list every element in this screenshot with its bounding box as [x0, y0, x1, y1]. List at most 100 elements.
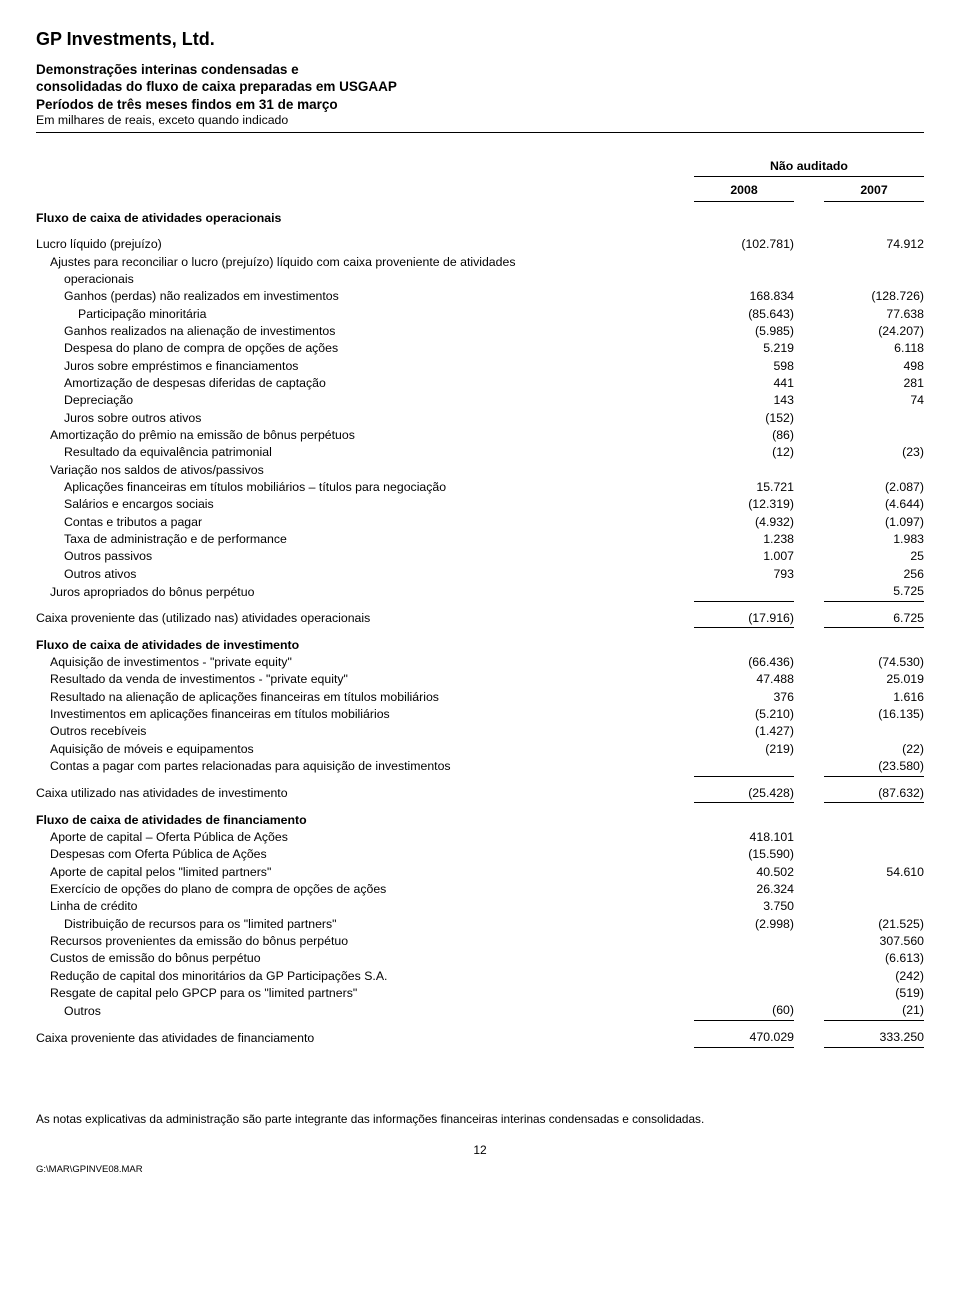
- rows_inv-v1: [694, 758, 794, 776]
- inv-total-row: Caixa utilizado nas atividades de invest…: [36, 785, 924, 803]
- rows_op-label: Aplicações financeiras em títulos mobili…: [36, 479, 694, 496]
- rows_fin-v2: 307.560: [824, 933, 924, 950]
- table-row: Lucro líquido (prejuízo)(102.781)74.912: [36, 237, 924, 254]
- rows_inv-label: Contas a pagar com partes relacionadas p…: [36, 758, 694, 776]
- rows_fin-v2: (21): [824, 1002, 924, 1020]
- rows_fin-v1: (15.590): [694, 846, 794, 863]
- rows_op-v2: (24.207): [824, 323, 924, 340]
- rows_inv-v1: (66.436): [694, 654, 794, 671]
- rows_op-v2: 77.638: [824, 306, 924, 323]
- rows_inv-v2: 1.616: [824, 689, 924, 706]
- rows_inv-v2: [824, 724, 924, 741]
- table-row: Juros sobre outros ativos(152): [36, 410, 924, 427]
- footnote: As notas explicativas da administração s…: [36, 1112, 924, 1127]
- rows_op-v2: (2.087): [824, 479, 924, 496]
- table-row: Outros(60)(21): [36, 1002, 924, 1020]
- rows_op-v1: (4.932): [694, 514, 794, 531]
- table-row: Aplicações financeiras em títulos mobili…: [36, 479, 924, 496]
- table-row: Juros apropriados do bônus perpétuo5.725: [36, 583, 924, 601]
- inv-total-2008: (25.428): [694, 785, 794, 803]
- rows_op-v1: [694, 583, 794, 601]
- title-line-2: consolidadas do fluxo de caixa preparada…: [36, 78, 924, 95]
- rows_fin-label: Aporte de capital – Oferta Pública de Aç…: [36, 829, 694, 846]
- year-header-row: 2008 2007: [36, 182, 924, 201]
- table-row: Ganhos realizados na alienação de invest…: [36, 323, 924, 340]
- rows_fin-v1: [694, 968, 794, 985]
- rows_inv-v1: (5.210): [694, 706, 794, 723]
- rows_fin-label: Distribuição de recursos para os "limite…: [36, 916, 694, 933]
- op-heading: Fluxo de caixa de atividades operacionai…: [36, 210, 694, 227]
- rows_fin-v2: [824, 829, 924, 846]
- table-row: Recursos provenientes da emissão do bônu…: [36, 933, 924, 950]
- table-row: Contas e tributos a pagar(4.932)(1.097): [36, 514, 924, 531]
- rows_op-label: Resultado da equivalência patrimonial: [36, 445, 694, 462]
- rows_inv-v2: (23.580): [824, 758, 924, 776]
- rows_op-v2: 74: [824, 393, 924, 410]
- title-line-1: Demonstrações interinas condensadas e: [36, 61, 924, 78]
- rows_fin-label: Linha de crédito: [36, 898, 694, 915]
- table-row: Aquisição de móveis e equipamentos(219)(…: [36, 741, 924, 758]
- rows_fin-v2: 54.610: [824, 864, 924, 881]
- rows_op-label: Lucro líquido (prejuízo): [36, 237, 694, 254]
- rows_op-v2: 1.983: [824, 531, 924, 548]
- rows_op-v1: (5.985): [694, 323, 794, 340]
- rows_fin-v1: [694, 933, 794, 950]
- table-row: Outros ativos793256: [36, 566, 924, 583]
- table-row: Salários e encargos sociais(12.319)(4.64…: [36, 497, 924, 514]
- rows_op-v1: 143: [694, 393, 794, 410]
- rows_op-v2: 256: [824, 566, 924, 583]
- rows_fin-v1: [694, 985, 794, 1002]
- rows_op-v2: 6.118: [824, 341, 924, 358]
- table-row: Contas a pagar com partes relacionadas p…: [36, 758, 924, 776]
- table-row: Outros recebíveis(1.427): [36, 724, 924, 741]
- table-row: Depreciação143 74: [36, 393, 924, 410]
- rows_fin-v2: (21.525): [824, 916, 924, 933]
- table-row: Distribuição de recursos para os "limite…: [36, 916, 924, 933]
- header-rule: [36, 132, 924, 133]
- rows_fin-v2: (6.613): [824, 950, 924, 967]
- page-number: 12: [36, 1143, 924, 1158]
- table-row: Linha de crédito3.750: [36, 898, 924, 915]
- rows_fin-v1: 26.324: [694, 881, 794, 898]
- file-path: G:\MAR\GPINVE08.MAR: [36, 1164, 924, 1176]
- fin-total-row: Caixa proveniente das atividades de fina…: [36, 1029, 924, 1047]
- rows_fin-v1: (60): [694, 1002, 794, 1020]
- rows_inv-v2: 25.019: [824, 672, 924, 689]
- rows_fin-v2: [824, 898, 924, 915]
- rows_op-v1: (85.643): [694, 306, 794, 323]
- rows_op-v1: 5.219: [694, 341, 794, 358]
- rows_op-v2: (4.644): [824, 497, 924, 514]
- fin-total-2008: 470.029: [694, 1029, 794, 1047]
- rows_op-v2: 498: [824, 358, 924, 375]
- cashflow-table: 2008 2007 Fluxo de caixa de atividades o…: [36, 177, 924, 1047]
- table-row: Aquisição de investimentos - "private eq…: [36, 654, 924, 671]
- table-row: Ajustes para reconciliar o lucro (prejuí…: [36, 254, 924, 271]
- op-total-row: Caixa proveniente das (utilizado nas) at…: [36, 610, 924, 628]
- year-2007: 2007: [824, 182, 924, 201]
- rows_op-v2: 281: [824, 375, 924, 392]
- rows_inv-v2: (74.530): [824, 654, 924, 671]
- rows_inv-v2: (22): [824, 741, 924, 758]
- rows_op-label: Variação nos saldos de ativos/passivos: [36, 462, 694, 479]
- rows_op-label: Amortização do prêmio na emissão de bônu…: [36, 427, 694, 444]
- rows_fin-label: Exercício de opções do plano de compra d…: [36, 881, 694, 898]
- rows_inv-label: Aquisição de móveis e equipamentos: [36, 741, 694, 758]
- rows_inv-label: Outros recebíveis: [36, 724, 694, 741]
- rows_op-label: Amortização de despesas diferidas de cap…: [36, 375, 694, 392]
- rows_op-v2: (23): [824, 445, 924, 462]
- rows_op-v1: (12.319): [694, 497, 794, 514]
- rows_op-v1: 168.834: [694, 289, 794, 306]
- table-row: Variação nos saldos de ativos/passivos: [36, 462, 924, 479]
- rows_inv-v1: (1.427): [694, 724, 794, 741]
- inv-total-label: Caixa utilizado nas atividades de invest…: [36, 785, 694, 803]
- table-row: Amortização do prêmio na emissão de bônu…: [36, 427, 924, 444]
- table-row: Resultado da equivalência patrimonial(12…: [36, 445, 924, 462]
- table-row: Participação minoritária(85.643)77.638: [36, 306, 924, 323]
- inv-heading: Fluxo de caixa de atividades de investim…: [36, 637, 694, 654]
- rows_op-label: Despesa do plano de compra de opções de …: [36, 341, 694, 358]
- rows_op-label: Depreciação: [36, 393, 694, 410]
- fin-total-2007: 333.250: [824, 1029, 924, 1047]
- table-row: Ganhos (perdas) não realizados em invest…: [36, 289, 924, 306]
- table-row: Resultado na alienação de aplicações fin…: [36, 689, 924, 706]
- company-name: GP Investments, Ltd.: [36, 28, 924, 51]
